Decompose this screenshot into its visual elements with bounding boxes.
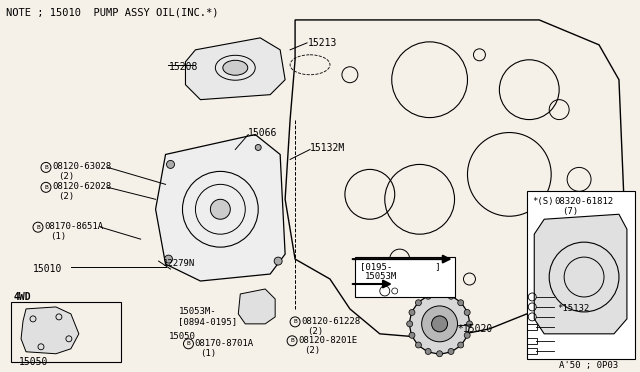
Text: 15066: 15066 <box>248 128 278 138</box>
Circle shape <box>425 349 431 355</box>
Circle shape <box>164 255 173 263</box>
Circle shape <box>409 310 415 315</box>
Circle shape <box>211 199 230 219</box>
Text: (2): (2) <box>58 172 74 182</box>
Circle shape <box>448 349 454 355</box>
Text: 15213: 15213 <box>308 38 337 48</box>
Bar <box>527 324 537 330</box>
Text: *(S): *(S) <box>532 197 554 206</box>
Text: [0894-0195]: [0894-0195] <box>179 317 237 326</box>
Circle shape <box>431 316 447 332</box>
Circle shape <box>415 342 421 348</box>
Text: A'50 ; 0P03: A'50 ; 0P03 <box>559 361 618 370</box>
Text: 08120-8201E: 08120-8201E <box>298 336 357 345</box>
Text: 08120-61228: 08120-61228 <box>301 317 360 326</box>
Text: *15132: *15132 <box>557 304 589 313</box>
Text: *15020: *15020 <box>458 324 493 334</box>
Circle shape <box>406 321 413 327</box>
Text: (2): (2) <box>304 346 320 355</box>
Text: B: B <box>187 341 190 346</box>
Circle shape <box>425 293 431 299</box>
Text: (2): (2) <box>58 192 74 201</box>
Bar <box>11 302 121 362</box>
Text: 15050: 15050 <box>19 357 49 367</box>
Text: 15053M-: 15053M- <box>179 307 216 316</box>
Text: 08170-8701A: 08170-8701A <box>195 339 253 348</box>
Circle shape <box>467 321 472 327</box>
Circle shape <box>415 300 421 306</box>
Bar <box>527 191 635 359</box>
Circle shape <box>422 306 458 342</box>
Text: 15132M: 15132M <box>310 142 346 153</box>
Circle shape <box>436 351 443 357</box>
Polygon shape <box>238 289 275 324</box>
Text: 08320-61812: 08320-61812 <box>554 197 613 206</box>
Text: 15050: 15050 <box>168 332 195 341</box>
Text: (2): (2) <box>307 327 323 336</box>
Text: [0195-        ]: [0195- ] <box>360 262 440 271</box>
Text: 15208: 15208 <box>168 62 198 72</box>
Text: B: B <box>36 225 40 230</box>
Polygon shape <box>534 214 627 334</box>
Bar <box>527 338 537 344</box>
Text: 15010: 15010 <box>33 264 62 274</box>
FancyBboxPatch shape <box>355 257 454 297</box>
Circle shape <box>464 310 470 315</box>
Text: 12279N: 12279N <box>163 259 195 268</box>
Circle shape <box>464 332 470 338</box>
Text: (7): (7) <box>562 207 579 216</box>
Text: (1): (1) <box>50 232 66 241</box>
Circle shape <box>410 294 470 354</box>
Text: B: B <box>293 320 297 324</box>
Circle shape <box>458 342 464 348</box>
Polygon shape <box>21 307 79 354</box>
Bar <box>527 348 537 354</box>
Text: 4WD: 4WD <box>13 292 31 302</box>
Polygon shape <box>156 135 285 281</box>
Circle shape <box>448 293 454 299</box>
Text: 15053M: 15053M <box>365 272 397 281</box>
Circle shape <box>409 332 415 338</box>
Text: (1): (1) <box>200 349 216 358</box>
Text: 08120-63028: 08120-63028 <box>52 163 111 171</box>
Circle shape <box>458 300 464 306</box>
Circle shape <box>274 257 282 265</box>
Circle shape <box>255 144 261 150</box>
Text: B: B <box>44 165 48 170</box>
Text: B: B <box>290 338 294 343</box>
Text: 08170-8651A: 08170-8651A <box>44 222 103 231</box>
Text: NOTE ; 15010  PUMP ASSY OIL(INC.*): NOTE ; 15010 PUMP ASSY OIL(INC.*) <box>6 8 219 18</box>
Circle shape <box>436 291 443 297</box>
Text: 08120-62028: 08120-62028 <box>52 182 111 191</box>
Circle shape <box>166 160 175 169</box>
Text: B: B <box>44 185 48 190</box>
Ellipse shape <box>223 60 248 75</box>
Polygon shape <box>186 38 285 100</box>
